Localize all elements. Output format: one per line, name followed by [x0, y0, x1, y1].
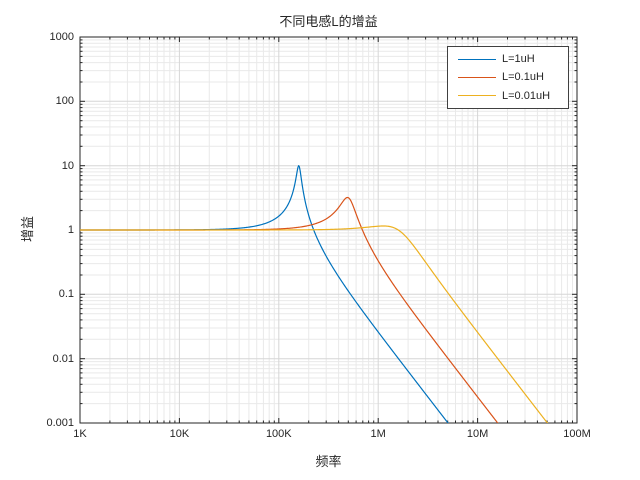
- legend-item-l-1uh: L=1uH: [458, 53, 564, 65]
- x-tick-label: 10M: [466, 428, 489, 440]
- x-tick-label: 100M: [563, 428, 591, 440]
- x-tick-label: 10K: [169, 428, 190, 440]
- legend: L=1uH L=0.1uH L=0.01uH: [447, 46, 569, 109]
- series-line-l-0-01uh: [80, 225, 549, 423]
- x-tick-label: 1M: [370, 428, 386, 440]
- legend-line-sample: [458, 76, 496, 78]
- y-tick-label: 1: [67, 224, 74, 236]
- legend-line-sample: [458, 58, 496, 60]
- y-tick-label: 100: [55, 95, 74, 108]
- legend-item-label: L=0.01uH: [502, 89, 551, 102]
- legend-item-l-0p1uh: L=0.1uH: [458, 71, 564, 83]
- legend-item-label: L=0.1uH: [502, 71, 544, 84]
- y-tick-label: 0.001: [46, 417, 74, 429]
- y-tick-label: 0.1: [58, 288, 74, 301]
- x-axis-label: 频率: [315, 454, 342, 469]
- y-tick-label: 10: [61, 159, 74, 172]
- x-tick-label: 1K: [73, 428, 87, 440]
- legend-line-sample: [458, 95, 496, 97]
- legend-item-l-0p01uh: L=0.01uH: [458, 90, 564, 102]
- y-tick-label: 0.01: [52, 352, 74, 365]
- x-tick-label: 100K: [265, 428, 292, 440]
- legend-item-label: L=1uH: [502, 53, 535, 66]
- chart-title: 不同电感L的增益: [279, 14, 378, 29]
- y-tick-label: 1000: [49, 31, 74, 43]
